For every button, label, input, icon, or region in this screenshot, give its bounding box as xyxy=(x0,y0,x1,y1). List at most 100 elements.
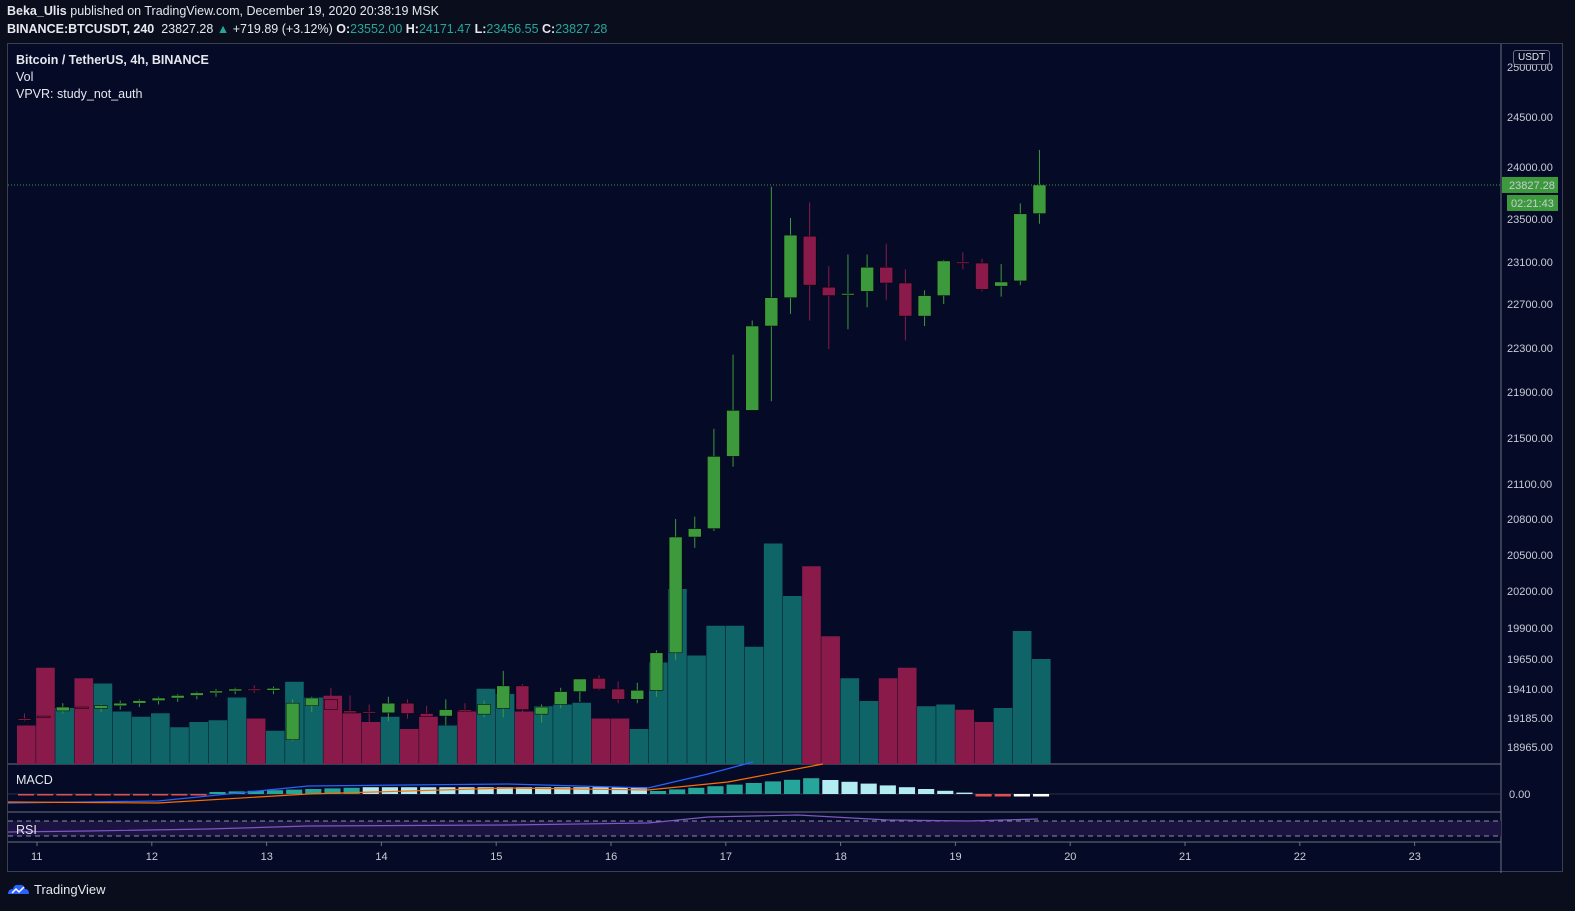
volume-bar xyxy=(840,678,860,764)
volume-bar xyxy=(802,566,821,764)
candle-body xyxy=(151,697,166,701)
macd-histogram-bar xyxy=(132,794,150,796)
macd-histogram-bar xyxy=(515,787,533,794)
macd-histogram-bar xyxy=(918,789,935,794)
volume-bar xyxy=(897,667,917,764)
candle-body xyxy=(898,282,913,317)
volume-bar xyxy=(572,702,591,764)
price-axis-label: 24000.00 xyxy=(1507,162,1553,174)
price-axis-label: 21500.00 xyxy=(1507,433,1553,445)
macd-histogram-bar xyxy=(247,790,264,794)
volume-bar xyxy=(112,711,132,764)
legend-vpvr[interactable]: VPVR: study_not_auth xyxy=(16,87,143,101)
volume-bar xyxy=(265,730,285,764)
chart-frame[interactable]: 25000.00 24500.00 24000.00 23500.00 23100.00… xyxy=(7,43,1564,873)
time-axis-label: 15 xyxy=(490,851,502,863)
candle-body xyxy=(745,325,759,411)
chart-canvas[interactable]: 25000.00 24500.00 24000.00 23500.00 23100.00… xyxy=(8,44,1564,873)
up-arrow-icon: ▲ xyxy=(216,22,230,36)
price-axis-label: 24500.00 xyxy=(1507,112,1553,124)
macd-histogram-bar xyxy=(879,785,896,794)
volume-bar xyxy=(629,729,649,764)
time-axis-label: 21 xyxy=(1179,851,1191,863)
price-axis-label: 18965.00 xyxy=(1507,742,1553,754)
countdown-tag-text: 02:21:43 xyxy=(1511,198,1554,210)
footer-brand[interactable]: TradingView xyxy=(34,881,106,897)
time-axis-label: 22 xyxy=(1294,851,1306,863)
candle-body xyxy=(917,295,932,317)
macd-histogram-bar xyxy=(37,794,54,796)
macd-histogram-bar xyxy=(573,787,590,794)
footer: TradingView xyxy=(6,879,106,899)
candle-body xyxy=(802,235,817,286)
last-price: 23827.28 xyxy=(161,22,214,36)
macd-histogram-bar xyxy=(209,792,226,794)
macd-histogram-bar xyxy=(592,787,609,794)
author-name[interactable]: Beka_Ulis xyxy=(7,4,67,18)
rsi-label[interactable]: RSI xyxy=(16,823,37,837)
candle-body xyxy=(936,260,951,296)
time-axis-label: 16 xyxy=(605,851,617,863)
candle-body xyxy=(573,678,587,692)
macd-histogram-bar xyxy=(56,794,73,796)
macd-histogram-bar xyxy=(860,783,877,794)
macd-histogram-bar xyxy=(171,794,188,796)
candle-body xyxy=(324,699,338,710)
volume-bar xyxy=(878,678,898,764)
candle-body xyxy=(56,706,70,712)
macd-histogram-bar xyxy=(439,787,456,794)
price-axis-label: 19185.00 xyxy=(1507,713,1553,725)
high-label: H: xyxy=(405,22,419,36)
volume-bar xyxy=(706,625,726,764)
macd-histogram-bar xyxy=(669,789,686,794)
volume-bar xyxy=(1012,631,1032,764)
macd-histogram-bar xyxy=(554,787,571,794)
time-axis-label: 20 xyxy=(1064,851,1076,863)
publish-header: Beka_Ulis published on TradingView.com, … xyxy=(7,4,439,18)
time-axis-label: 18 xyxy=(835,851,847,863)
macd-histogram-bar xyxy=(535,787,552,794)
currency-button[interactable]: USDT xyxy=(1513,50,1551,65)
macd-histogram-bar xyxy=(113,794,130,796)
candle-body xyxy=(381,702,396,714)
macd-histogram-bar xyxy=(305,789,322,794)
price-axis-label: 21100.00 xyxy=(1507,479,1552,491)
macd-histogram-bar xyxy=(458,787,475,794)
candle-body xyxy=(228,688,242,692)
candle-body xyxy=(534,706,549,715)
volume-bar xyxy=(208,720,228,764)
candle-body xyxy=(170,695,185,699)
macd-axis-label: 0.00 xyxy=(1509,789,1530,801)
volume-bar xyxy=(763,543,783,764)
volume-bar xyxy=(246,718,266,764)
time-axis-label: 14 xyxy=(375,851,387,863)
price-axis-label: 25000.00 xyxy=(1507,62,1553,74)
macd-label[interactable]: MACD xyxy=(16,773,53,787)
legend-vol[interactable]: Vol xyxy=(16,70,34,84)
candle-body xyxy=(439,709,453,717)
close-value: 23827.28 xyxy=(555,22,608,36)
macd-histogram-bar xyxy=(937,790,954,794)
time-axis-label: 23 xyxy=(1409,851,1421,863)
candle-body xyxy=(879,267,893,284)
volume-bar xyxy=(725,625,745,764)
macd-histogram-bar xyxy=(381,787,398,794)
high-value: 24171.47 xyxy=(418,22,472,36)
volume-bar xyxy=(438,725,457,764)
candle-body xyxy=(611,688,625,700)
volume-bar xyxy=(1031,659,1051,764)
volume-bar xyxy=(323,695,343,764)
price-axis-label: 22300.00 xyxy=(1507,343,1553,355)
candle-body xyxy=(1013,213,1028,282)
macd-signal-line xyxy=(8,763,824,804)
time-axis-label: 11 xyxy=(31,851,42,863)
volume-bar xyxy=(534,706,553,764)
price-axis-label: 20500.00 xyxy=(1507,550,1553,562)
macd-histogram-bar xyxy=(956,792,973,794)
candle-body xyxy=(515,685,530,710)
volume-bar xyxy=(591,718,611,764)
volume-bar xyxy=(151,713,170,764)
volume-bar xyxy=(476,688,496,764)
candle-body xyxy=(860,267,874,292)
candle-body xyxy=(458,709,472,712)
